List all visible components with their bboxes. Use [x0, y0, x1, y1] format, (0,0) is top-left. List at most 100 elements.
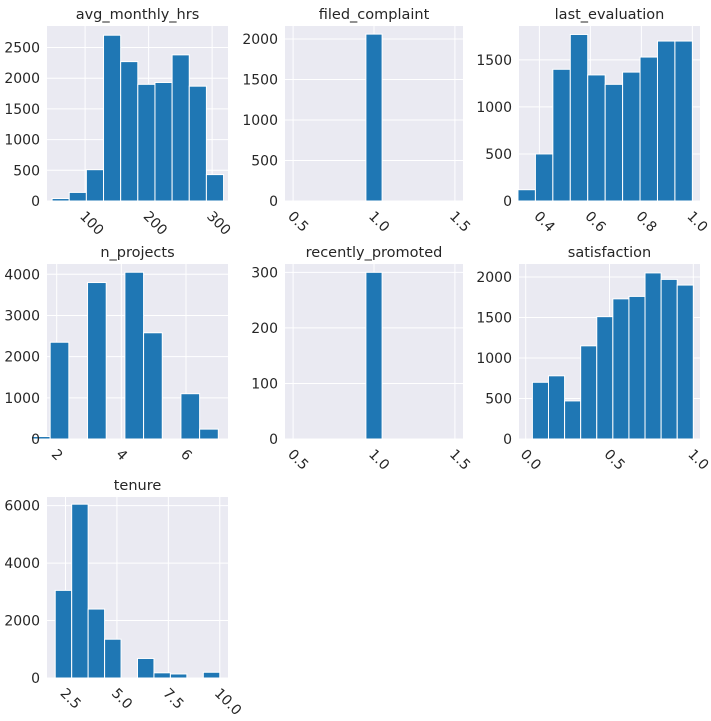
x-tick-label: 200: [140, 209, 170, 239]
x-tick-label: 100: [76, 209, 106, 239]
histogram-bar: [199, 428, 219, 440]
y-tick-label: 4000: [4, 556, 40, 572]
y-tick-label: 2000: [4, 71, 40, 87]
histogram-bar: [71, 503, 89, 679]
histogram-bar: [49, 341, 70, 440]
x-tick-label: 2: [48, 447, 66, 465]
x-tick-label: 5.0: [108, 686, 135, 713]
y-tick-label: 0: [269, 194, 278, 210]
y-tick-label: 0: [31, 194, 40, 210]
histogram-bar: [604, 83, 624, 202]
histogram-bar: [622, 71, 641, 202]
subplot-title: n_projects: [100, 245, 174, 261]
histogram-bar: [171, 54, 190, 202]
y-tick-label: 4000: [4, 267, 40, 283]
histogram-bar: [85, 169, 105, 202]
histogram-bar: [103, 34, 122, 202]
histogram-bar: [656, 40, 676, 202]
y-tick-label: 300: [251, 265, 278, 281]
y-tick-label: 500: [485, 391, 512, 407]
histogram-bar: [531, 381, 549, 440]
x-tick-label: 0.8: [633, 209, 660, 236]
subplot-recently-promoted: 0 100 200 300 0.5 1.0 1.5 recently_promoted: [251, 245, 473, 474]
histogram-bar: [202, 671, 221, 679]
histogram-bar: [104, 638, 122, 679]
subplot-title: last_evaluation: [555, 7, 665, 23]
x-tick-label: 2.5: [57, 686, 84, 713]
histogram-bar: [180, 393, 201, 440]
subplot-title: recently_promoted: [306, 245, 443, 261]
x-tick-label: 1.5: [446, 209, 473, 236]
histogram-bar: [51, 198, 70, 202]
y-tick-label: 0: [503, 194, 512, 210]
x-tick-label: 0.5: [284, 209, 311, 236]
x-tick-label: 10.0: [211, 686, 244, 719]
x-tick-label: 1.0: [365, 209, 392, 236]
subplot-title: tenure: [114, 478, 162, 494]
y-tick-label: 6000: [4, 499, 40, 515]
y-tick-label: 0: [503, 432, 512, 448]
histogram-bar: [54, 589, 73, 679]
x-tick-label: 6: [177, 447, 195, 465]
subplot-avg-monthly-hrs: 0 500 1000 1500 2000 2500 100 200 300 avg_monthly…: [4, 7, 233, 239]
histogram-bar: [676, 284, 694, 440]
histogram-bar: [68, 191, 87, 202]
histogram-bar: [612, 298, 630, 440]
histogram-bar: [87, 282, 107, 440]
y-tick-label: 2000: [476, 270, 512, 286]
histogram-bar: [628, 295, 646, 440]
y-tick-label: 1500: [476, 310, 512, 326]
y-tick-label: 1000: [4, 133, 40, 149]
y-tick-label: 2000: [242, 32, 278, 48]
histogram-bar: [644, 272, 662, 440]
y-tick-label: 500: [13, 163, 40, 179]
histogram-bar: [580, 345, 598, 440]
histogram-bar: [569, 33, 589, 202]
histogram-bar: [564, 400, 582, 440]
x-tick-label: 7.5: [160, 686, 187, 713]
histogram-bar: [154, 81, 173, 202]
y-tick-label: 2500: [4, 40, 40, 56]
histogram-bar: [143, 332, 163, 440]
histogram-bar: [87, 608, 106, 679]
histogram-bar: [674, 40, 693, 202]
histogram-bar: [365, 271, 383, 440]
histogram-bar: [547, 375, 566, 440]
histogram-bar: [169, 673, 188, 679]
y-tick-label: 500: [251, 153, 278, 169]
histogram-bar: [596, 316, 614, 440]
histogram-bar: [587, 74, 606, 202]
y-tick-label: 1000: [476, 100, 512, 116]
histogram-bar: [153, 672, 171, 679]
x-tick-label: 1.0: [684, 209, 711, 236]
histogram-bar: [137, 657, 155, 679]
subplot-title: filed_complaint: [319, 7, 430, 23]
y-tick-label: 2000: [4, 614, 40, 630]
histogram-bar: [124, 271, 145, 440]
y-tick-label: 200: [251, 321, 278, 337]
subplot-title: avg_monthly_hrs: [76, 7, 200, 23]
subplot-tenure: 0 2000 4000 6000 2.5 5.0 7.5 10.0 tenure: [4, 478, 244, 719]
x-tick-label: 0.5: [601, 447, 628, 474]
y-tick-label: 1500: [476, 53, 512, 69]
subplot-last-evaluation: 0 500 1000 1500 0.4 0.6 0.8 1.0 last_evaluation: [476, 7, 710, 236]
y-tick-label: 0: [31, 432, 40, 448]
histogram-bar: [205, 174, 225, 202]
x-tick-label: 300: [203, 209, 233, 239]
y-tick-label: 2000: [4, 350, 40, 366]
histogram-bar: [639, 56, 658, 202]
y-tick-label: 1500: [242, 72, 278, 88]
y-tick-label: 0: [31, 671, 40, 687]
x-tick-label: 0.5: [284, 447, 311, 474]
subplot-title: satisfaction: [568, 245, 651, 261]
y-tick-label: 3000: [4, 308, 40, 324]
x-tick-label: 4: [113, 447, 131, 465]
subplot-satisfaction: 0 500 1000 1500 2000 0.0 0.5 1.0 satisfaction: [476, 245, 711, 474]
histogram-bar: [517, 189, 536, 202]
x-tick-label: 1.0: [684, 447, 711, 474]
x-tick-label: 1.5: [446, 447, 473, 474]
y-tick-label: 1000: [242, 113, 278, 129]
x-tick-label: 0.0: [517, 447, 544, 474]
histogram-bar: [660, 278, 678, 440]
